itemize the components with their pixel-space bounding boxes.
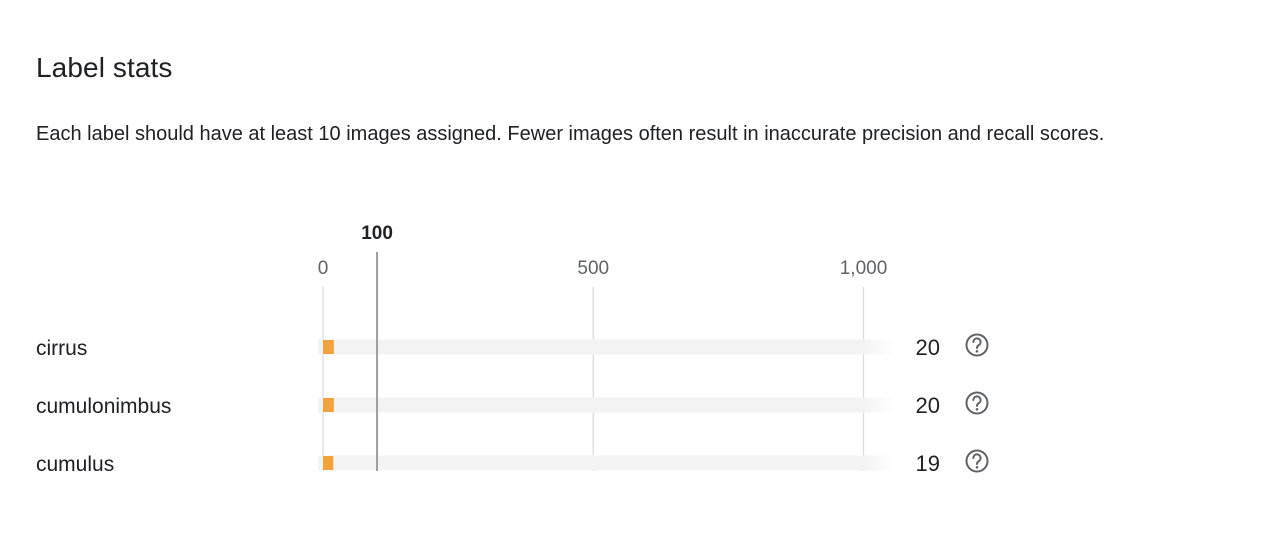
x-tick-label: 0 [318, 258, 329, 279]
help-question-dot [975, 466, 979, 469]
help-circle-icon[interactable] [965, 449, 989, 473]
bar-cumulonimbus [323, 398, 334, 412]
threshold-label: 100 [361, 223, 393, 244]
help-question-dot [975, 408, 979, 411]
help-question-mark [972, 395, 982, 407]
help-circle-outline [965, 449, 989, 473]
bar-track [318, 455, 896, 471]
section-description: Each label should have at least 10 image… [36, 123, 1105, 145]
x-tick-label: 1,000 [840, 258, 888, 279]
bar-cumulus [323, 456, 334, 470]
category-label: cirrus [36, 337, 87, 360]
bar-track [318, 397, 896, 413]
bar-track [318, 339, 896, 355]
value-label: 19 [916, 451, 940, 476]
help-circle-icon[interactable] [965, 391, 989, 415]
help-circle-outline [965, 391, 989, 415]
bar-cirrus [323, 340, 334, 354]
help-circle-outline [965, 333, 989, 357]
x-tick-label: 500 [577, 258, 609, 279]
help-question-mark [972, 337, 982, 349]
category-label: cumulonimbus [36, 395, 171, 418]
section-title: Label stats [36, 52, 173, 83]
help-circle-icon[interactable] [965, 333, 989, 357]
category-label: cumulus [36, 453, 114, 476]
value-label: 20 [916, 335, 940, 360]
help-question-mark [972, 453, 982, 465]
value-label: 20 [916, 393, 940, 418]
help-question-dot [975, 350, 979, 353]
